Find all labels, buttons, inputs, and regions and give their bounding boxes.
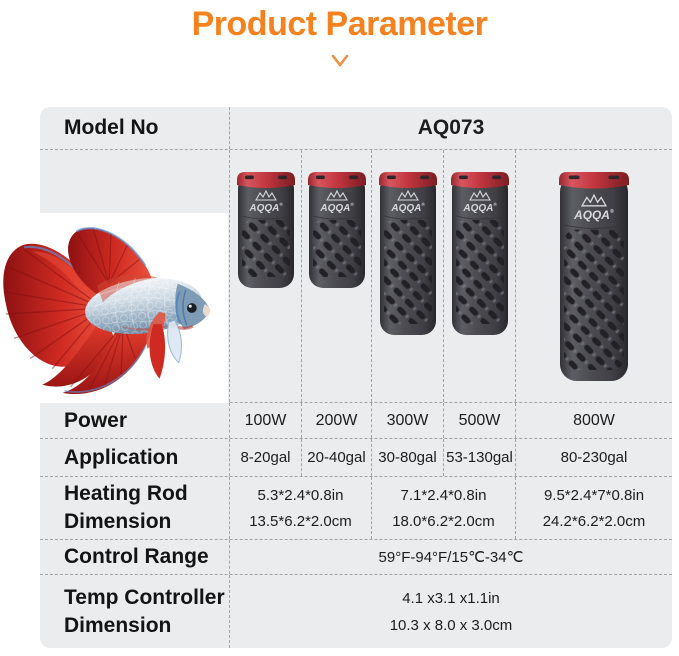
heating-rod-row: Heating Rod Dimension 5.3*2.4*0.8in 13.5… — [40, 477, 672, 540]
model-row: Model No AQ073 — [40, 107, 672, 150]
dim-inches: 9.5*2.4*7*0.8in — [543, 486, 645, 504]
power-100w: 100W — [229, 403, 301, 438]
dim-inches: 7.1*2.4*0.8in — [400, 486, 487, 504]
model-label: Model No — [64, 116, 159, 140]
heating-rod-label-line2: Dimension — [64, 510, 172, 533]
power-label: Power — [64, 408, 128, 432]
application-300w: 30-80gal — [371, 439, 443, 476]
svg-text:AQQA®: AQQA® — [248, 201, 283, 214]
heating-rod-dim-group1: 5.3*2.4*0.8in 13.5*6.2*2.0cm — [229, 477, 371, 539]
svg-text:AQQA®: AQQA® — [390, 201, 425, 214]
page-title: Product Parameter — [191, 5, 488, 43]
temp-controller-label: Temp Controller Dimension — [40, 575, 229, 648]
heater-image-500w: AQQA® — [449, 170, 511, 342]
heating-rod-label: Heating Rod Dimension — [40, 477, 229, 539]
heating-rod-dim-group3: 9.5*2.4*7*0.8in 24.2*6.2*2.0cm — [515, 477, 672, 539]
chevron-down-icon — [331, 54, 348, 67]
dim-cm: 13.5*6.2*2.0cm — [249, 512, 352, 530]
temp-controller-inches: 4.1 x3.1 x1.1in — [402, 589, 500, 607]
temp-controller-cm: 10.3 x 8.0 x 3.0cm — [389, 616, 513, 634]
heater-image-800w: AQQA® — [557, 170, 631, 388]
power-500w: 500W — [443, 403, 515, 438]
model-value: AQ073 — [229, 107, 672, 149]
svg-text:AQQA®: AQQA® — [319, 201, 354, 214]
control-range-row: Control Range 59°F-94°F/15℃-34℃ — [40, 540, 672, 575]
power-200w: 200W — [301, 403, 371, 438]
application-800w: 80-230gal — [515, 439, 672, 476]
heater-column-800w: AQQA® — [515, 150, 672, 402]
heater-column-100w: AQQA® — [229, 150, 301, 402]
application-label: Application — [64, 445, 179, 469]
svg-text:AQQA®: AQQA® — [573, 208, 614, 222]
control-range-value: 59°F-94°F/15℃-34℃ — [229, 540, 672, 574]
temp-controller-label-line1: Temp Controller — [64, 585, 225, 609]
heating-rod-label-line1: Heating Rod — [64, 482, 188, 506]
heater-image-300w: AQQA® — [377, 170, 439, 342]
betta-fish-image — [3, 227, 211, 395]
control-range-label: Control Range — [64, 545, 209, 569]
dim-cm: 24.2*6.2*2.0cm — [542, 512, 646, 530]
temp-controller-value: 4.1 x3.1 x1.1in 10.3 x 8.0 x 3.0cm — [229, 575, 672, 648]
application-row: Application 8-20gal 20-40gal 30-80gal 53… — [40, 439, 672, 477]
application-100w: 8-20gal — [229, 439, 301, 476]
spec-table: Model No AQ073 — [0, 107, 672, 648]
heater-column-300w: AQQA® — [371, 150, 443, 402]
heater-image-200w: AQQA® — [306, 170, 368, 295]
temp-controller-row: Temp Controller Dimension 4.1 x3.1 x1.1i… — [40, 575, 672, 648]
application-200w: 20-40gal — [301, 439, 371, 476]
heating-rod-dim-group2: 7.1*2.4*0.8in 18.0*6.2*2.0cm — [371, 477, 515, 539]
power-800w: 800W — [515, 403, 672, 438]
dim-inches: 5.3*2.4*0.8in — [257, 486, 344, 504]
heater-column-500w: AQQA® — [443, 150, 515, 402]
application-500w: 53-130gal — [443, 439, 515, 476]
fish-eye — [186, 303, 197, 313]
svg-text:AQQA®: AQQA® — [462, 201, 497, 214]
dim-cm: 18.0*6.2*2.0cm — [392, 512, 495, 530]
product-images-row: AQQA® AQQA® — [0, 150, 672, 403]
power-row: Power 100W 200W 300W 500W 800W — [40, 403, 672, 439]
temp-controller-label-line2: Dimension — [64, 613, 172, 637]
dorsal-fin-rays — [78, 227, 140, 285]
heater-image-100w: AQQA® — [235, 170, 297, 295]
power-300w: 300W — [371, 403, 443, 438]
heater-column-200w: AQQA® — [301, 150, 371, 402]
